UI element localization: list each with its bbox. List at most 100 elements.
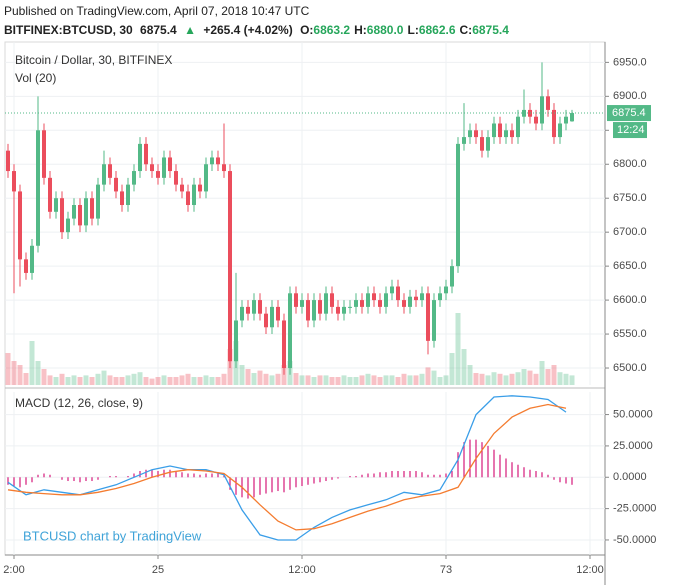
volume-bar — [365, 373, 371, 385]
plot-frame — [4, 41, 606, 556]
volume-bar — [479, 373, 485, 385]
volume-bar — [329, 377, 335, 385]
candle-body — [402, 300, 406, 307]
volume-bar — [101, 370, 107, 385]
candle-body — [540, 96, 544, 124]
volume-bar — [23, 373, 29, 385]
candle-body — [444, 286, 448, 294]
candle-body — [378, 300, 382, 307]
quote-value: 6863.2 — [313, 23, 351, 37]
candle-body — [78, 205, 82, 226]
last-price: 6875.4 — [140, 23, 177, 37]
volume-bar — [437, 377, 443, 385]
candle-body — [216, 157, 220, 165]
x-tick-label: 12:00 — [288, 564, 316, 576]
candle-body — [6, 150, 10, 172]
candle-body — [342, 306, 346, 314]
candle-body — [150, 164, 154, 172]
quote-value: 6875.4 — [472, 23, 509, 37]
volume-bar — [59, 373, 65, 385]
volume-bar — [545, 369, 551, 385]
main-title: Bitcoin / Dollar, 30, BITFINEX — [15, 53, 172, 67]
volume-bar — [83, 375, 89, 385]
volume-bar — [563, 373, 569, 385]
y-tick-label: 6500.0 — [613, 362, 647, 374]
candle-body — [300, 300, 304, 307]
header: Published on TradingView.com, April 07, … — [4, 2, 517, 40]
volume-bar — [173, 377, 179, 385]
candle-body — [210, 157, 214, 165]
volume-bar — [107, 375, 113, 385]
published-line: Published on TradingView.com, April 07, … — [4, 2, 517, 21]
candle-body — [324, 293, 328, 314]
candle-body — [504, 130, 508, 138]
volume-bar — [11, 361, 17, 385]
volume-bar — [371, 375, 377, 385]
volume-bar — [317, 375, 323, 385]
volume-bar — [395, 377, 401, 385]
candle-body — [366, 293, 370, 307]
candle-body — [42, 130, 46, 178]
published: Published on TradingView.com, April 07, … — [4, 4, 310, 18]
y-tick-label: 6550.0 — [613, 328, 647, 340]
x-tick-label: 25 — [152, 564, 164, 576]
x-tick-label: 73 — [440, 564, 452, 576]
volume-bar — [389, 375, 395, 385]
candle-body — [84, 198, 88, 226]
volume-bar — [449, 353, 455, 385]
candle-body — [516, 116, 520, 138]
y-tick-label: -25.0000 — [613, 503, 656, 515]
volume-bar — [149, 378, 155, 385]
candle-body — [180, 184, 184, 192]
candle-body — [18, 191, 22, 260]
candle-body — [108, 164, 112, 178]
volume-bar — [299, 375, 305, 385]
candle-body — [54, 198, 58, 212]
candle-body — [480, 137, 484, 151]
volume-bar — [167, 377, 173, 385]
candle-body — [12, 171, 16, 192]
volume-bar — [359, 375, 365, 385]
y-tick-label: 6750.0 — [613, 192, 647, 204]
change-arrow: ▲ — [184, 23, 196, 37]
volume-bar — [461, 349, 467, 385]
candle-body — [90, 198, 94, 219]
volume-bar — [155, 377, 161, 385]
y-tick-label: 50.0000 — [613, 408, 653, 420]
volume-bar — [383, 375, 389, 385]
macd-line — [7, 395, 567, 541]
candle-body — [36, 130, 40, 246]
candle-body — [156, 171, 160, 178]
y-tick-label: 6900.0 — [613, 90, 647, 102]
volume-bar — [185, 373, 191, 385]
volume-bar — [251, 373, 257, 385]
volume-bar — [311, 377, 317, 385]
candle-body — [102, 164, 106, 185]
candle-body — [66, 218, 70, 233]
candle-body — [282, 320, 286, 369]
volume-bar — [425, 367, 431, 385]
volume-bar — [239, 365, 245, 385]
candle-body — [486, 137, 490, 151]
quote-line: BITFINEX:BTCUSD, 30 6875.4 ▲ +265.4 (+4.… — [4, 21, 517, 40]
volume-bar — [281, 365, 287, 385]
candle-body — [414, 296, 418, 301]
candle-body — [474, 130, 478, 138]
volume-bar — [341, 375, 347, 385]
candle-body — [432, 300, 436, 341]
candle-body — [456, 143, 460, 267]
volume-bar — [431, 370, 437, 385]
y-tick-label: 6700.0 — [613, 226, 647, 238]
candle-body — [240, 306, 244, 321]
volume-bar — [41, 369, 47, 385]
candle-body — [546, 96, 550, 110]
candle-body — [204, 164, 208, 192]
volume-bar — [77, 377, 83, 385]
symbol: BITFINEX:BTCUSD, 30 — [4, 23, 133, 37]
volume-label: Vol (20) — [15, 71, 56, 85]
quote-label: H: — [354, 23, 367, 37]
volume-bar — [215, 377, 221, 385]
x-tick-label: 2:00 — [3, 564, 24, 576]
y-tick-label: 6650.0 — [613, 260, 647, 272]
candle-body — [336, 306, 340, 314]
